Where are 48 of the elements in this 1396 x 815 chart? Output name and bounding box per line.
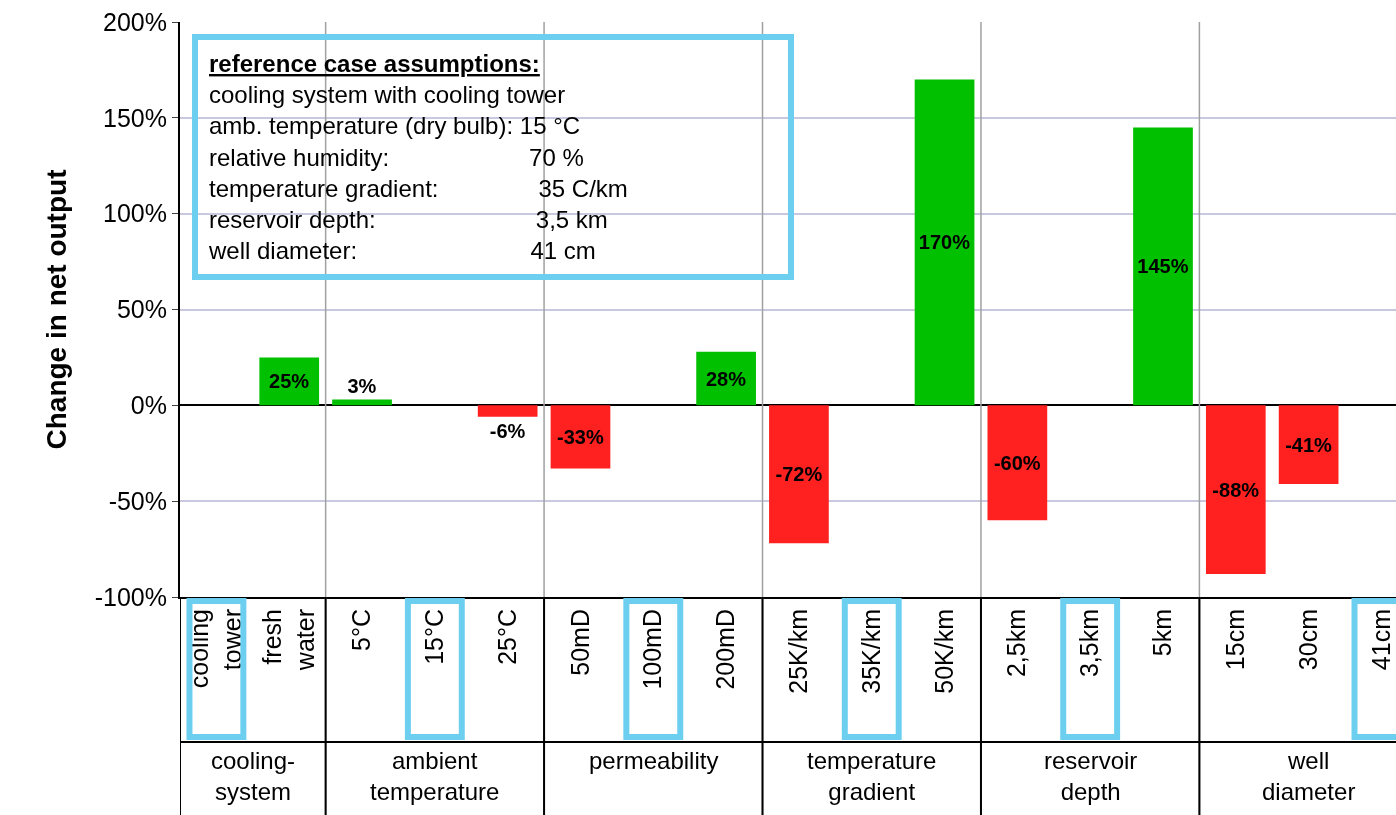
x-tick-label: 5km [1148,609,1177,657]
annotation: reference case assumptions: [209,50,540,77]
annotation: relative humidity: 70 % [209,143,584,171]
x-tick-label: 25°C [492,609,521,665]
y-tick-label: 100% [103,199,167,228]
data-label: -6% [489,419,526,442]
data-label: -60% [993,451,1041,474]
x-tick-label: 3,5km [1075,609,1104,678]
data-label: 3% [347,374,377,397]
x-tick-label: cooling tower [185,609,246,689]
data-label: 25% [269,370,310,393]
x-tick-label: 15°C [419,609,448,665]
y-tick-label: 150% [103,103,167,132]
y-tick-label: 0% [130,391,167,420]
x-tick-label: 41cm [1366,609,1395,671]
data-label: -41% [1285,433,1333,456]
annotation: temperature gradient: 35 C/km [209,174,628,202]
text: well diameter [1262,747,1356,806]
y-tick-label: 50% [116,295,167,324]
text: temperature gradient [807,747,937,806]
x-tick-label: 30cm [1293,609,1322,671]
text: cooling- system [211,747,296,806]
annotation: amb. temperature (dry bulb): 15 °C [209,112,581,140]
x-tick-label: 50K/km [929,609,958,694]
y-tick-label: 200% [103,7,167,36]
x-tick-label: 200mD [711,609,740,690]
y-tick-label: -50% [108,486,167,515]
data-label: 28% [705,367,747,390]
x-tick-label: 50mD [565,609,594,676]
x-tick-label: 5°C [347,609,376,651]
y-tick-label: -100% [94,582,167,611]
data-label: -33% [557,425,604,448]
x-tick-label: 35K/km [856,609,885,694]
text: permeability [589,747,719,774]
data-label: -88% [1212,478,1260,501]
y-axis-title: Change in net output [40,169,72,450]
x-tick-label: 25K/km [784,609,813,694]
x-tick-label: 15cm [1220,609,1249,671]
annotation: well diameter: 41 cm [208,237,596,265]
annotation: reservoir depth: 3,5 km [209,206,608,233]
text: reservoir depth [1044,747,1138,806]
data-label: 170% [918,231,971,254]
x-tick-label: 2,5km [1002,609,1031,678]
x-tick-label: 100mD [638,609,667,690]
annotation: cooling system with cooling tower [209,81,566,109]
text: ambient temperature [370,747,500,806]
data-label: -72% [775,463,823,486]
data-label: 145% [1137,255,1189,278]
